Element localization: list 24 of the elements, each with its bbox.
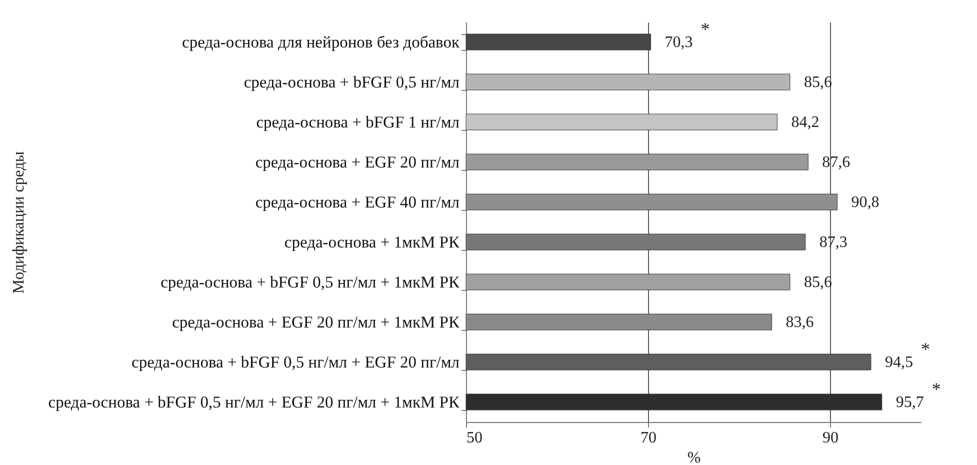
- y-tick-label: среда-основа + bFGF 0,5 нг/мл + EGF 20 пг/мл: [132, 352, 460, 372]
- y-tick-label: среда-основа + 1мкМ РК: [284, 232, 460, 252]
- x-tick-label: 90: [822, 430, 838, 446]
- y-axis-title: Модификации среды: [10, 151, 28, 294]
- data-label: 83,6: [786, 314, 814, 331]
- data-label: 90,8: [851, 194, 880, 211]
- y-tick-label: среда-основа + EGF 40 пг/мл: [255, 192, 460, 212]
- y-tick-label: среда-основа + bFGF 0,5 нг/мл + 1мкМ РК: [160, 272, 460, 292]
- data-label: 95,7: [896, 394, 924, 411]
- data-label: 94,5: [884, 354, 913, 371]
- annotation: *: [700, 19, 710, 39]
- x-tick-label: 70: [640, 430, 656, 446]
- y-tick-label: среда-основа для нейронов без добавок: [182, 32, 460, 52]
- y-tick-label: среда-основа + bFGF 0,5 нг/мл: [244, 72, 460, 92]
- y-tick-label: среда-основа + EGF 20 пг/мл + 1мкМ РК: [172, 312, 460, 332]
- x-axis-title: %: [687, 450, 701, 465]
- y-tick-label: среда-основа + bFGF 1 нг/мл: [256, 112, 460, 132]
- y-tick-label: среда-основа + bFGF 0,5 нг/мл + EGF 20 пг/мл + 1мкМ РК: [48, 392, 460, 412]
- annotation: *: [920, 339, 930, 359]
- annotation: *: [932, 379, 941, 399]
- x-tick-label: 50: [466, 430, 482, 446]
- data-label: 84,2: [791, 114, 820, 131]
- y-tick-label: среда-основа + EGF 20 пг/мл: [255, 152, 460, 172]
- data-label: 70,3: [664, 34, 693, 51]
